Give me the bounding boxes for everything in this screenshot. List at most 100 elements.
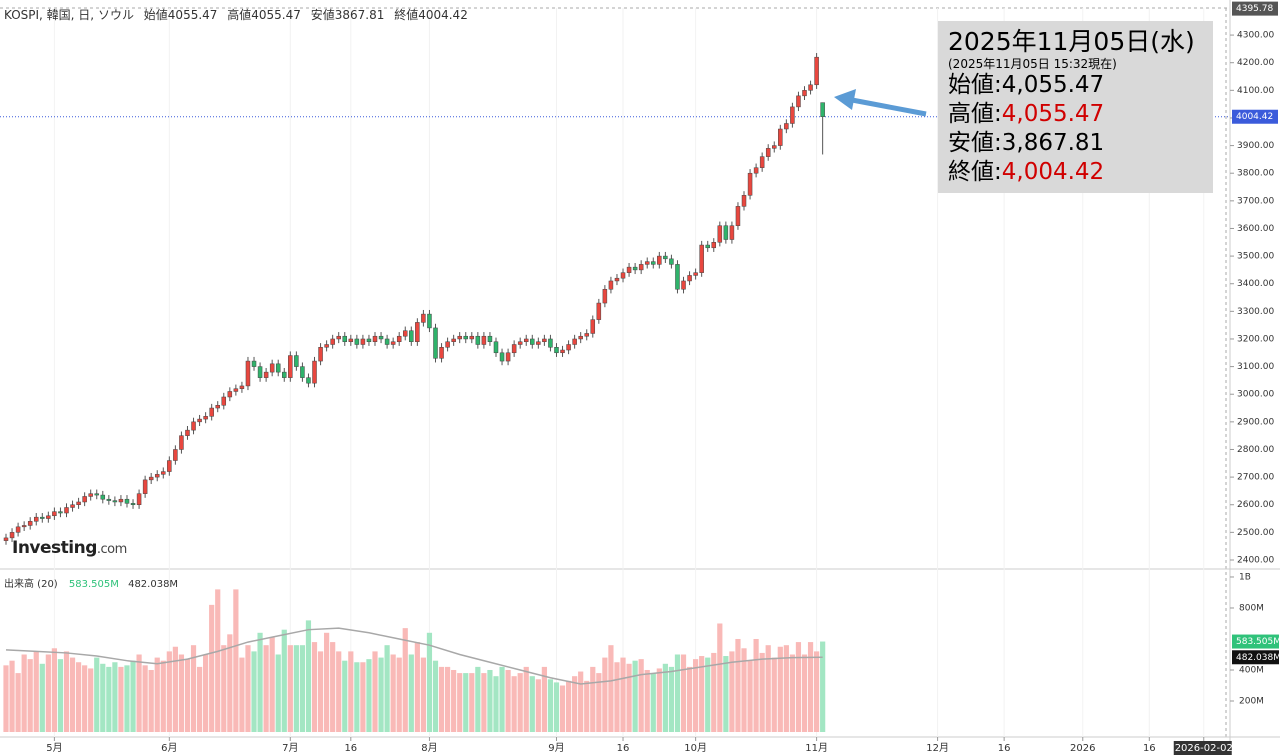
candle-body	[596, 302, 602, 320]
volume-tag-label: 583.505M	[1236, 637, 1280, 647]
y-tick-label: 2400.00	[1237, 555, 1274, 565]
volume-bar	[100, 663, 106, 732]
volume-bar	[82, 665, 88, 732]
candle-body	[179, 435, 184, 450]
candle-body	[94, 493, 99, 496]
ohlc-value: 4055.47	[251, 8, 301, 22]
volume-bar	[432, 660, 439, 732]
x-tick-label: 16	[344, 743, 357, 754]
candle-body	[185, 429, 190, 436]
candle-body	[421, 313, 426, 323]
candle-body	[675, 264, 680, 290]
volume-bar	[233, 589, 239, 732]
volume-bar	[112, 662, 118, 732]
candle-body	[173, 449, 178, 461]
candle-body	[741, 195, 747, 207]
volume-bar	[438, 666, 445, 732]
volume-bar	[711, 652, 717, 732]
volume-bar	[674, 654, 681, 732]
volume-bar	[166, 651, 172, 732]
y-tick-label: 3100.00	[1237, 362, 1274, 372]
candle-body	[796, 95, 801, 108]
volume-bar	[269, 637, 275, 732]
volume-bar	[324, 632, 330, 732]
candle-body	[197, 418, 202, 423]
volume-bar	[795, 642, 802, 732]
volume-bar	[650, 673, 656, 732]
candle-body	[481, 335, 487, 345]
candle-body	[663, 255, 668, 260]
info-value: 4,004.42	[1001, 159, 1105, 185]
volume-bar	[741, 648, 747, 732]
candle-body	[693, 272, 698, 276]
volume-bar	[342, 660, 348, 732]
candle-body	[161, 471, 166, 475]
candle-body	[227, 391, 233, 398]
candle-body	[487, 335, 493, 342]
info-value: 3,867.81	[1001, 130, 1105, 156]
candle-body	[312, 360, 317, 384]
candle-body	[342, 335, 348, 342]
candle-body	[772, 145, 777, 149]
volume-bar	[584, 680, 590, 732]
volume-bar	[390, 654, 396, 732]
volume-bar	[717, 623, 723, 732]
info-label: 終値:	[948, 159, 1002, 185]
y-tick-label: 3200.00	[1237, 334, 1274, 344]
volume-bar	[372, 651, 378, 732]
volume-bar	[547, 679, 554, 732]
y-tick-label: 2500.00	[1237, 528, 1274, 538]
logo-brand: Investing	[12, 538, 97, 558]
volume-bar	[75, 662, 82, 732]
ohlc-value: 4004.42	[418, 8, 468, 22]
y-tick-label: 3500.00	[1237, 252, 1274, 262]
candle-body	[717, 225, 723, 243]
volume-label: 出来高 (20)	[4, 579, 58, 590]
ohlc-label: 終値	[394, 8, 419, 22]
candle-body	[82, 496, 87, 503]
ohlc-value: 4055.47	[167, 8, 218, 22]
candle-body	[9, 532, 15, 539]
candle-body	[64, 507, 69, 514]
price-tag-label: 4395.78	[1236, 4, 1273, 14]
candle-body	[366, 338, 372, 342]
volume-bar	[21, 654, 27, 732]
volume-bar	[469, 673, 475, 732]
price-tag-label: 4004.42	[1236, 112, 1273, 122]
volume-bar	[602, 657, 608, 732]
volume-bar	[408, 654, 414, 732]
ma-value: 482.038M	[128, 579, 179, 590]
info-row: 終値:4,004.42	[948, 158, 1203, 187]
x-tick-label: 8月	[421, 742, 437, 754]
candle-body	[469, 335, 475, 340]
candle-body	[88, 493, 93, 497]
volume-bar	[662, 663, 668, 732]
volume-bar	[693, 659, 699, 732]
volume-bar	[814, 651, 820, 732]
candle-body	[711, 242, 717, 249]
volume-bar	[366, 659, 372, 732]
candle-body	[40, 516, 45, 519]
x-tick-label: 16	[998, 743, 1011, 754]
candle-body	[124, 498, 130, 504]
x-tick-label: 16	[617, 743, 630, 754]
candle-body	[505, 352, 511, 362]
candle-body	[699, 244, 704, 273]
candle-body	[802, 90, 807, 97]
volume-tag-label: 482.038M	[1236, 653, 1280, 663]
volume-bar	[378, 657, 384, 732]
candle-body	[784, 123, 789, 130]
candle-body	[415, 322, 420, 342]
info-subtitle: (2025年11月05日 15:32現在)	[948, 57, 1117, 71]
info-label: 高値:	[948, 101, 1002, 127]
volume-bar	[414, 642, 420, 732]
volume-bar	[680, 654, 687, 732]
volume-bar	[336, 651, 342, 732]
candle-body	[221, 396, 227, 406]
volume-bar	[57, 659, 64, 732]
volume-bar	[668, 666, 675, 732]
volume-bar	[626, 663, 632, 732]
volume-bar	[820, 641, 826, 732]
candle-body	[626, 266, 632, 273]
candle-body	[306, 377, 311, 384]
